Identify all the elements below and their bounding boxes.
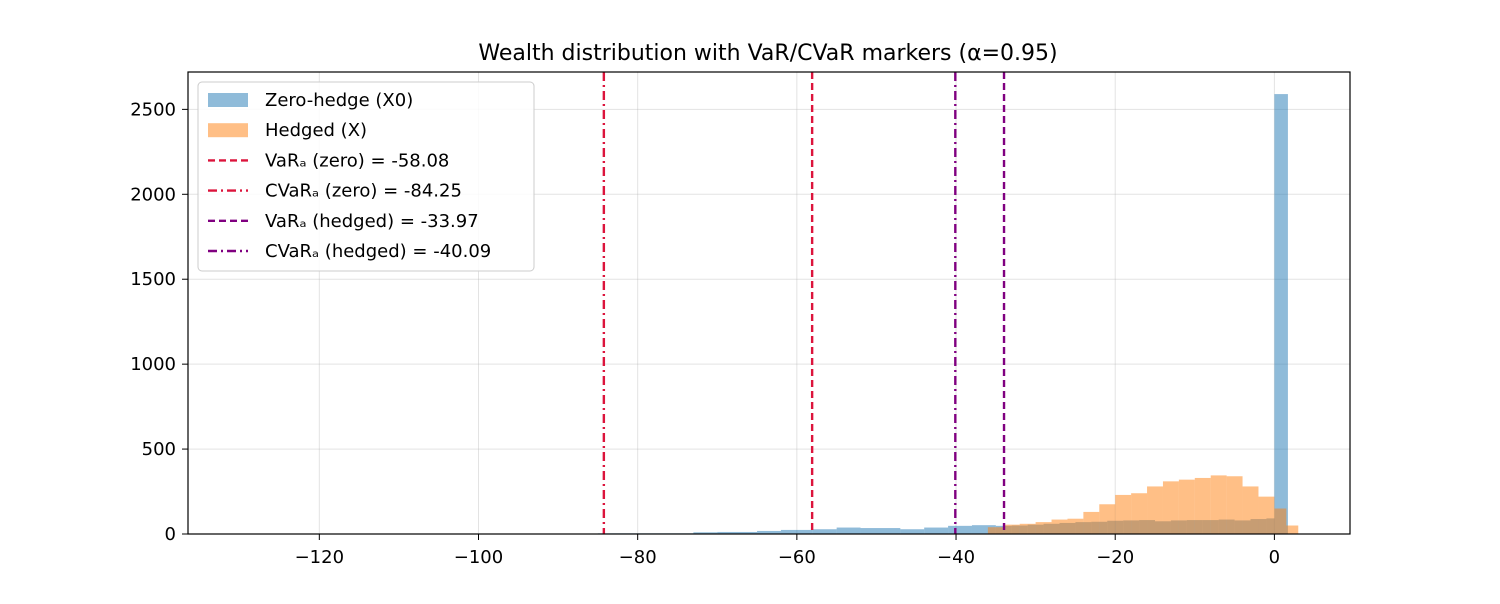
hedged-bar — [1286, 526, 1298, 534]
hedged-bar — [1195, 478, 1211, 534]
x-tick-label: −80 — [619, 547, 657, 568]
legend-label: Hedged (X) — [265, 120, 367, 141]
legend-label: CVaRₐ (hedged) = -40.09 — [265, 241, 491, 262]
zero-hedge-bar — [861, 528, 901, 534]
risk-marker-lines — [604, 72, 1004, 534]
hedged-bar — [1147, 486, 1163, 534]
x-tick-label: 0 — [1269, 547, 1280, 568]
x-axis-ticks: −120 −100 −80 −60 −40 −20 0 — [295, 534, 1281, 568]
x-tick-label: −40 — [937, 547, 975, 568]
x-tick-label: −100 — [454, 547, 503, 568]
hedged-bar — [1004, 525, 1020, 534]
y-tick-label: 2500 — [130, 99, 176, 120]
hedged-bar — [1083, 512, 1099, 534]
legend-label: VaRₐ (hedged) = -33.97 — [265, 211, 479, 232]
hedged-bar — [1115, 495, 1131, 534]
zero-hedge-bar — [1274, 94, 1288, 534]
hedged-bar — [1179, 480, 1195, 534]
legend-label: CVaRₐ (zero) = -84.25 — [265, 181, 462, 202]
hedged-bar — [1052, 520, 1068, 534]
legend-label: VaRₐ (zero) = -58.08 — [265, 150, 449, 171]
zero-hedge-bar — [813, 529, 837, 534]
hedged-bar — [1211, 475, 1227, 534]
zero-hedge-bar — [837, 528, 861, 534]
y-tick-label: 1500 — [130, 269, 176, 290]
legend: Zero-hedge (X0) Hedged (X) VaRₐ (zero) = -… — [198, 82, 534, 271]
hedged-bar — [1020, 524, 1036, 534]
x-tick-label: −20 — [1096, 547, 1134, 568]
legend-swatch — [208, 93, 248, 107]
zero-hedge-bar — [924, 528, 948, 534]
y-tick-label: 2000 — [130, 184, 176, 205]
y-tick-label: 500 — [142, 439, 176, 460]
x-tick-label: −120 — [295, 547, 344, 568]
hedged-bar — [1036, 522, 1052, 534]
hedged-bar — [1227, 476, 1243, 534]
x-tick-label: −60 — [778, 547, 816, 568]
y-tick-label: 0 — [165, 524, 176, 545]
hedged-bar — [1131, 493, 1147, 534]
hedged-bar — [1099, 504, 1115, 534]
hedged-bar — [1258, 497, 1274, 534]
y-tick-label: 1000 — [130, 354, 176, 375]
legend-label: Zero-hedge (X0) — [265, 90, 413, 111]
legend-swatch — [208, 123, 248, 137]
hedged-bar — [1067, 519, 1083, 534]
zero-hedge-bar — [948, 526, 972, 534]
y-axis-ticks: 0 500 1000 1500 2000 2500 — [130, 99, 188, 545]
chart-title: Wealth distribution with VaR/CVaR marker… — [478, 41, 1057, 66]
hedged-bar — [1243, 486, 1259, 534]
zero-hedge-bar — [900, 529, 924, 534]
zero-hedge-bar — [781, 530, 813, 534]
hedged-bar — [1163, 481, 1179, 534]
hedged-bar — [1274, 509, 1286, 534]
hedged-bar — [988, 527, 1004, 534]
